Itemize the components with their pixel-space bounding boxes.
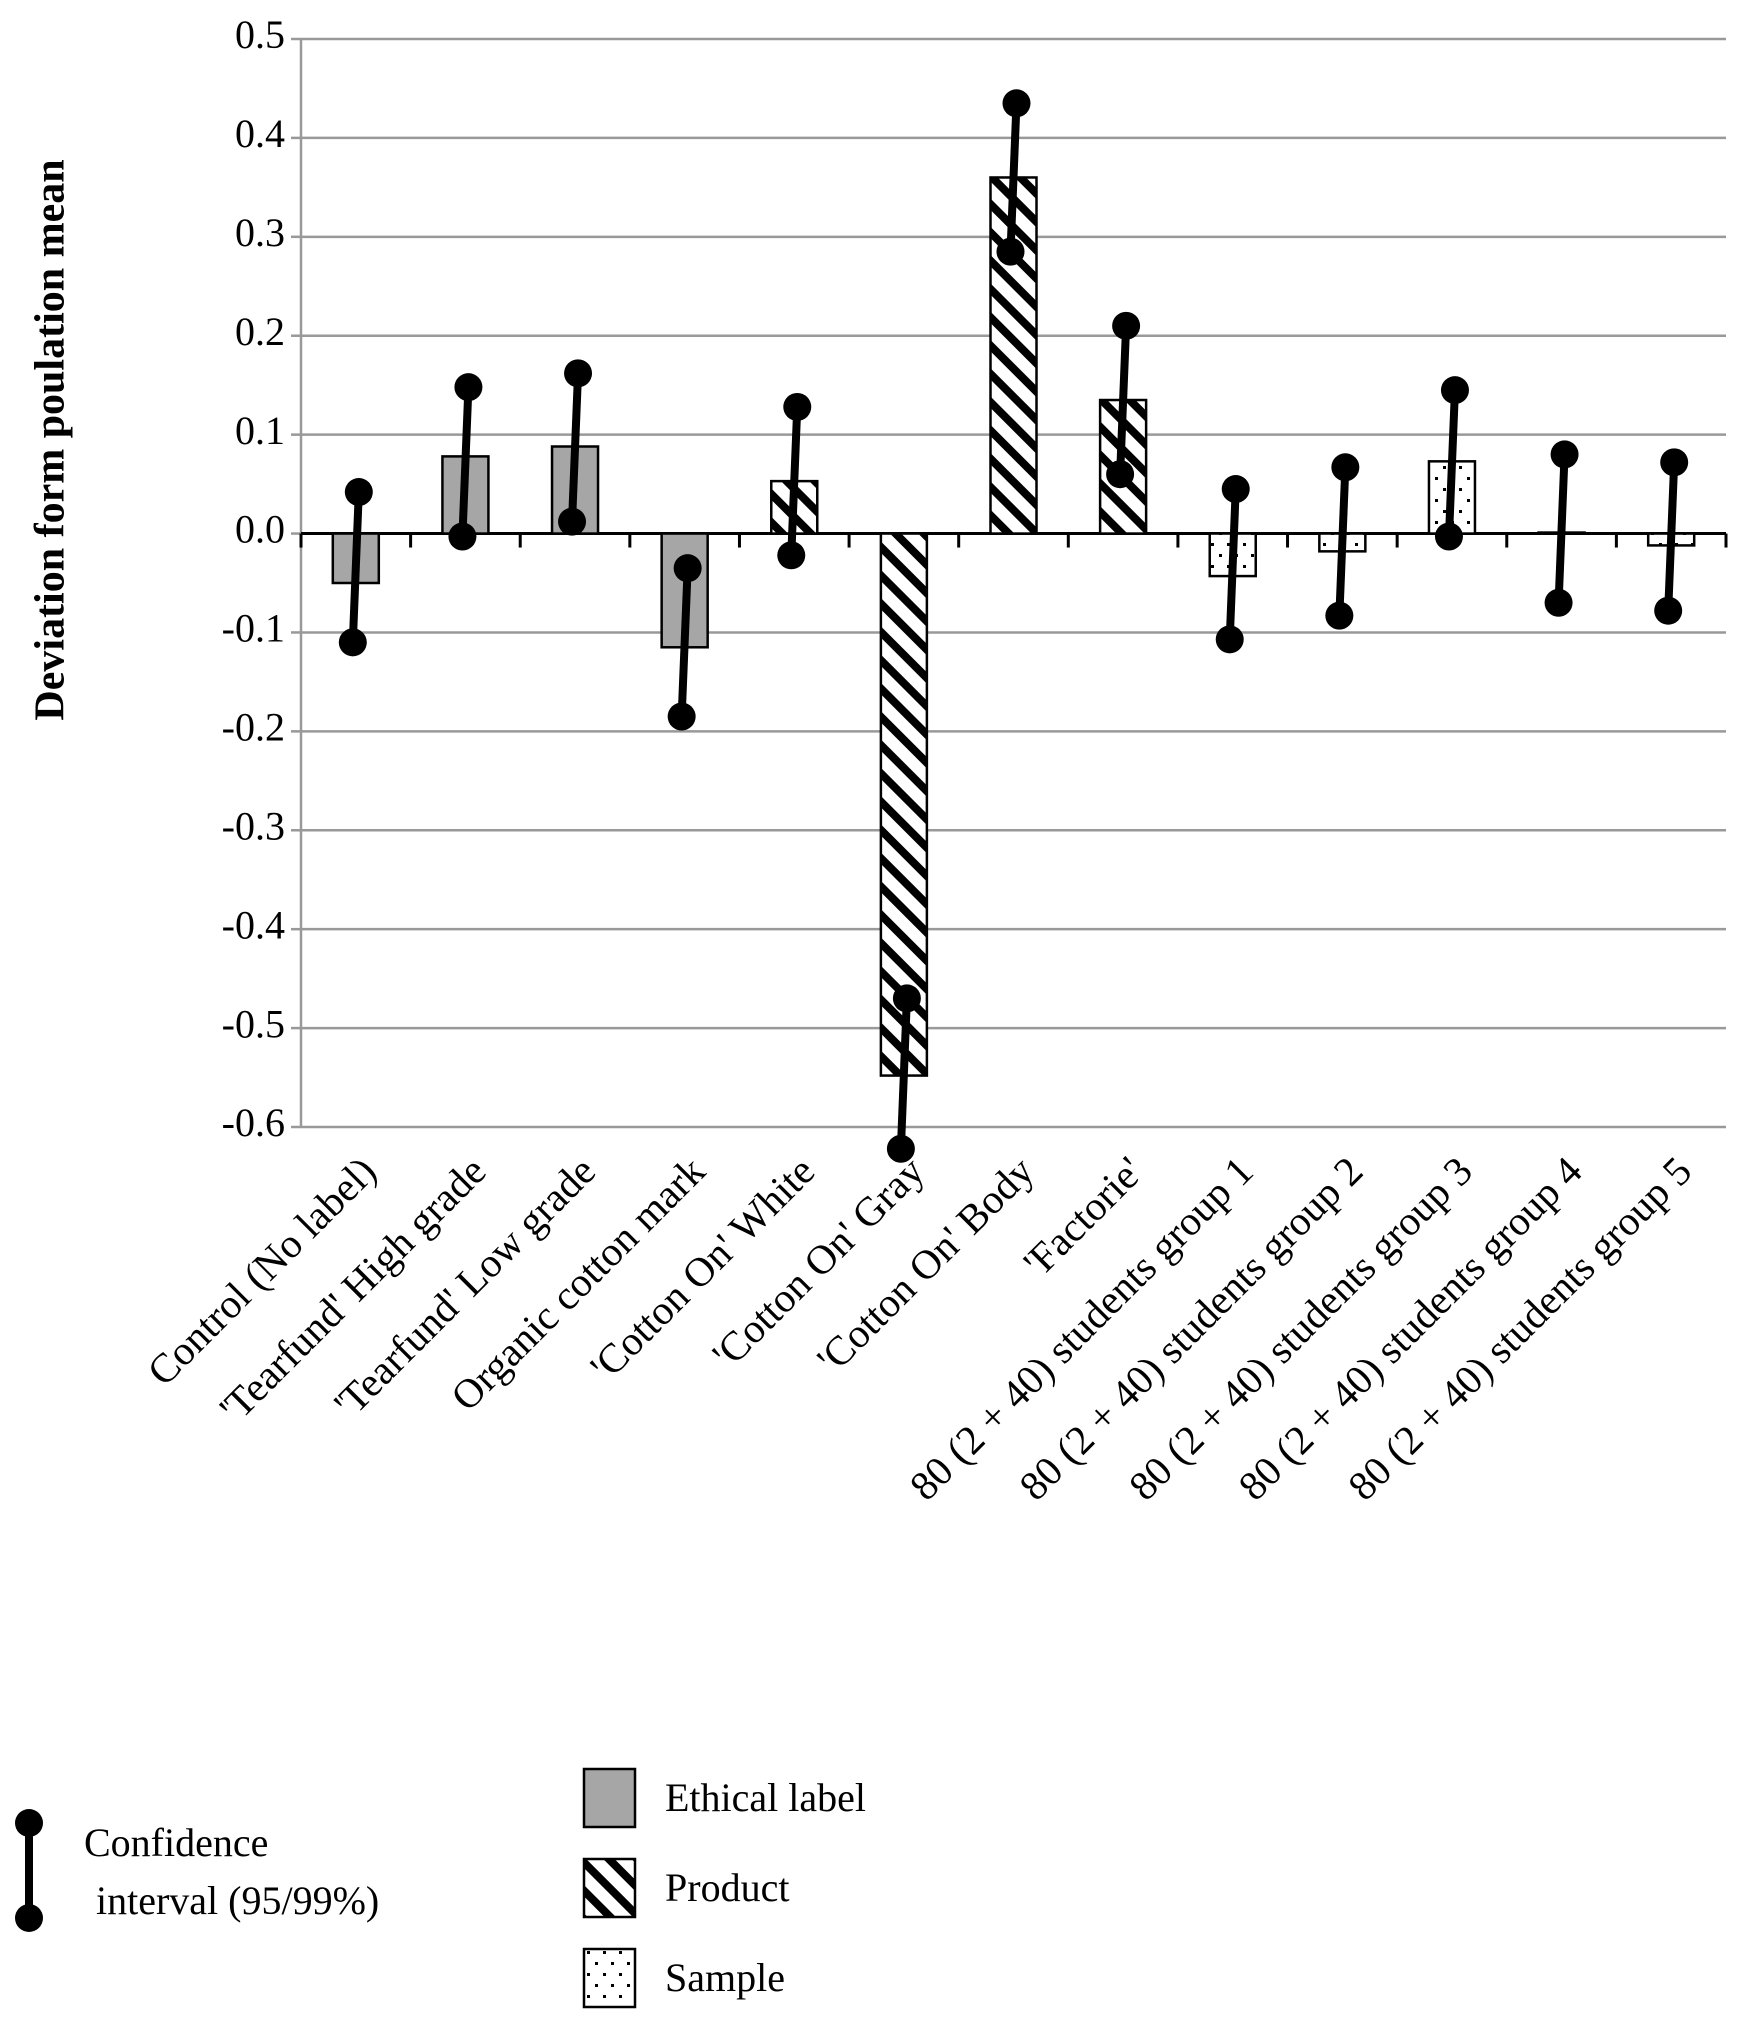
error-cap: [454, 373, 483, 402]
error-cap: [338, 628, 367, 657]
error-cap: [886, 1134, 915, 1163]
y-tick-label: 0.2: [235, 309, 285, 354]
ci-legend: Confidence interval (95/99%): [15, 1809, 379, 1932]
error-cap: [783, 392, 812, 421]
legend-ci-dot: [15, 1809, 43, 1837]
error-cap: [1654, 596, 1683, 625]
legend-swatch: [582, 1947, 637, 2009]
error-bar: [568, 373, 583, 522]
error-cap: [996, 237, 1025, 266]
error-bar: [1225, 488, 1240, 640]
error-cap: [1112, 311, 1141, 340]
y-tick-label: -0.2: [222, 705, 285, 750]
error-cap: [1434, 522, 1463, 551]
error-cap: [1106, 460, 1135, 489]
error-bar: [1664, 462, 1679, 611]
y-tick-label: -0.6: [222, 1100, 285, 1145]
error-bar: [677, 568, 692, 717]
error-cap: [558, 507, 587, 536]
legend-ci-label: interval (95/99%): [96, 1878, 379, 1923]
error-cap: [1325, 601, 1354, 630]
error-cap: [564, 359, 593, 388]
y-axis-title: Deviation form poulation mean: [28, 159, 74, 720]
error-cap: [1002, 89, 1031, 118]
error-cap: [1550, 440, 1579, 469]
error-cap: [1221, 475, 1250, 504]
legend-ci-dot: [15, 1904, 43, 1932]
error-bar: [896, 998, 911, 1149]
error-cap: [1544, 588, 1573, 617]
y-tick-label: 0.4: [235, 111, 285, 156]
legend-label: Sample: [665, 1955, 785, 2000]
legend-label: Ethical label: [665, 1775, 866, 1820]
error-cap: [448, 522, 477, 551]
error-cap: [1660, 448, 1689, 477]
y-tick-label: 0.3: [235, 210, 285, 255]
error-bar: [1444, 389, 1459, 537]
legend-ci-label: Confidence: [84, 1820, 268, 1865]
error-bar: [1116, 325, 1131, 475]
y-tick-label: -0.4: [222, 902, 285, 947]
error-bar: [458, 386, 473, 537]
error-bar: [1006, 103, 1021, 252]
error-bar: [787, 406, 802, 556]
legend-swatch: [582, 1767, 637, 1829]
error-cap: [1331, 453, 1360, 482]
error-cap: [673, 554, 702, 583]
legend-label: Product: [665, 1865, 789, 1910]
error-cap: [1440, 376, 1469, 405]
y-tick-label: -0.3: [222, 803, 285, 848]
error-cap: [344, 478, 373, 507]
y-tick-label: 0.1: [235, 408, 285, 453]
error-cap: [667, 702, 696, 731]
legend-swatch: [582, 1857, 637, 1919]
error-cap: [1215, 625, 1244, 654]
y-tick-label: 0.5: [235, 12, 285, 57]
y-tick-label: -0.5: [222, 1001, 285, 1046]
y-tick-label: -0.1: [222, 606, 285, 651]
error-cap: [777, 541, 806, 570]
error-bar: [348, 491, 363, 643]
error-bar: [1335, 467, 1350, 616]
error-bar: [1554, 454, 1569, 603]
y-tick-label: 0.0: [235, 507, 285, 552]
error-cap: [892, 984, 921, 1013]
